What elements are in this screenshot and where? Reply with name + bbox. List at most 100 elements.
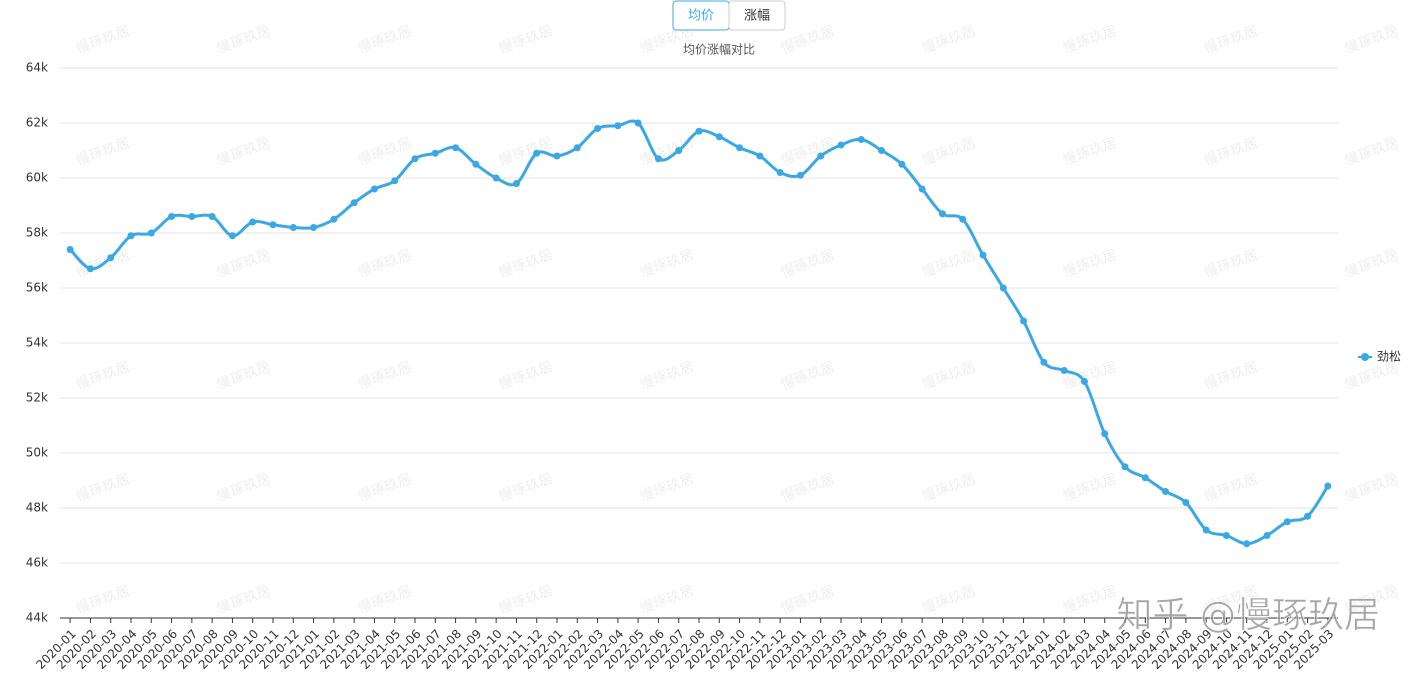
watermark: 慢琢玖居 [1202,134,1260,169]
watermark: 慢琢玖居 [920,134,978,169]
watermark: 慢琢玖居 [356,470,414,505]
data-point [249,218,257,226]
watermark: 慢琢玖居 [1061,358,1119,393]
watermark: 慢琢玖居 [497,358,555,393]
data-point [878,147,886,154]
y-tick-label: 56k [26,281,48,295]
watermark: 慢琢玖居 [356,582,414,617]
button-frame[interactable] [728,0,786,31]
data-point [979,251,987,259]
data-point [1283,518,1291,526]
data-point [533,149,541,157]
data-point [1202,526,1210,534]
data-point [594,125,602,132]
watermark: 慢琢玖居 [1343,22,1401,57]
data-point [776,169,784,176]
data-point [512,180,520,187]
data-point [168,213,176,220]
y-tick-label: 48k [26,501,48,515]
watermark: 慢琢玖居 [356,246,414,281]
watermark: 慢琢玖居 [1061,22,1119,57]
watermark: 慢琢玖居 [497,22,555,57]
data-point [1243,540,1251,548]
toggle-button[interactable]: 均价 [688,9,714,24]
data-point [999,284,1007,292]
watermark: 慢琢玖居 [1061,582,1119,617]
data-point [675,147,683,154]
watermark: 慢琢玖居 [74,358,132,393]
data-point [918,185,926,193]
data-point [736,144,744,152]
watermark: 慢琢玖居 [215,358,273,393]
watermark: 慢琢玖居 [920,246,978,281]
data-point [269,221,277,229]
watermark: 慢琢玖居 [74,582,132,617]
watermark: 慢琢玖居 [638,470,696,505]
watermark: 慢琢玖居 [779,470,837,505]
y-tick-label: 60k [26,171,48,185]
data-point [310,224,318,231]
data-point [1324,482,1332,490]
data-point [553,152,561,160]
watermark: 慢琢玖居 [215,582,273,617]
watermark: 慢琢玖居 [1061,246,1119,281]
data-point [1080,378,1088,385]
data-point [654,155,662,163]
data-point [756,152,764,160]
watermark: 慢琢玖居 [1343,246,1401,281]
data-point [1263,532,1271,539]
data-point [898,160,906,168]
data-point [1222,532,1230,539]
legend-symbol [1361,353,1369,361]
watermark: 慢琢玖居 [74,22,132,57]
watermark: 慢琢玖居 [497,582,555,617]
y-tick-label: 52k [26,391,48,405]
watermark: 慢琢玖居 [215,22,273,57]
data-point [837,141,845,149]
watermark: 慢琢玖居 [920,22,978,57]
data-point [391,177,399,185]
y-tick-label: 64k [26,61,48,75]
watermark: 慢琢玖居 [920,358,978,393]
watermark: 慢琢玖居 [215,470,273,505]
data-point [127,232,135,240]
data-point [1304,512,1312,520]
data-point [1141,474,1149,482]
data-point [1040,358,1048,366]
watermark: 慢琢玖居 [1202,246,1260,281]
watermark: 慢琢玖居 [1343,134,1401,169]
data-point [289,224,297,231]
y-tick-label: 58k [26,226,48,240]
data-point [66,246,74,253]
y-tick-label: 54k [26,336,48,350]
watermark: 慢琢玖居 [497,470,555,505]
watermark: 慢琢玖居 [215,246,273,281]
watermark: 慢琢玖居 [356,134,414,169]
data-point [228,232,236,240]
data-point [1020,317,1028,325]
y-tick-label: 44k [26,611,48,625]
watermark: 慢琢玖居 [1061,134,1119,169]
y-tick-label: 50k [26,446,48,460]
watermark: 慢琢玖居 [74,134,132,169]
watermark: 慢琢玖居 [1343,470,1401,505]
data-point [492,174,500,182]
watermark-layer: 慢琢玖居 慢琢玖居 慢琢玖居 慢琢玖居 慢琢玖居 慢琢玖居 慢琢玖居 慢琢玖居 慢琢玖居 慢琢玖居… [74,22,1401,617]
data-point [431,149,439,157]
data-point [614,122,622,130]
data-point [107,254,115,262]
watermark: 慢琢玖居 [356,22,414,57]
watermark: 慢琢玖居 [1061,470,1119,505]
data-point [147,229,155,237]
data-point [634,119,642,127]
legend-label: 劲松 [1377,350,1401,364]
data-point [1060,367,1068,374]
watermark: 慢琢玖居 [1202,358,1260,393]
toggle-button[interactable]: 涨幅 [744,9,770,24]
y-tick-label: 62k [26,116,48,130]
watermark: 慢琢玖居 [356,358,414,393]
watermark: 慢琢玖居 [1202,22,1260,57]
watermark: 慢琢玖居 [779,22,837,57]
data-point [857,136,865,143]
